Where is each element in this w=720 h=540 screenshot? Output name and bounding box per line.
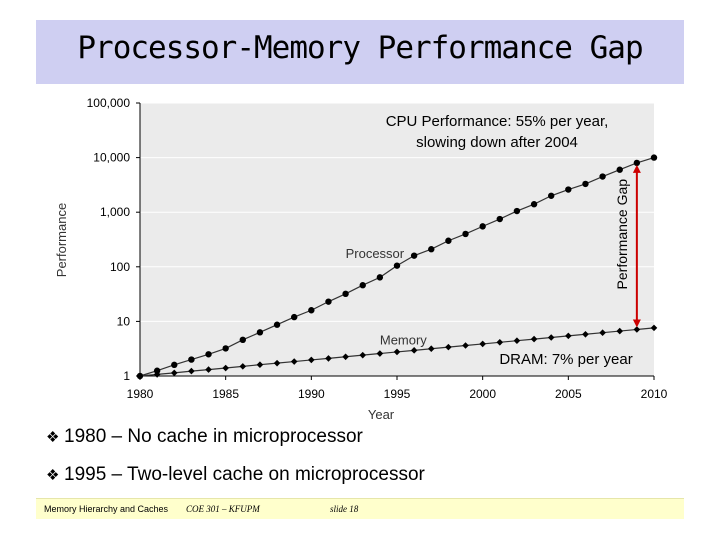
performance-gap-label: Performance Gap	[614, 179, 630, 290]
processor-data-point	[291, 313, 298, 321]
diamond-bullet-icon: ❖	[46, 429, 60, 446]
y-axis-label: Performance	[54, 203, 69, 277]
memory-data-point	[376, 350, 384, 357]
processor-data-point	[428, 246, 435, 253]
memory-data-point	[359, 351, 367, 359]
memory-data-point	[427, 345, 435, 353]
memory-data-point	[547, 334, 555, 341]
memory-data-point	[479, 340, 486, 348]
gap-arrow-down-head	[632, 319, 641, 328]
processor-data-point	[530, 201, 538, 208]
memory-data-point	[513, 337, 521, 345]
memory-data-point	[222, 364, 229, 372]
footer-left-text: Memory Hierarchy and Caches	[44, 504, 169, 514]
memory-data-point	[462, 342, 469, 349]
y-tick-label: 10,000	[93, 151, 130, 165]
memory-data-point	[410, 347, 418, 354]
processor-data-point	[188, 356, 195, 363]
processor-data-point	[308, 307, 315, 314]
footer-slide-number: slide 18	[330, 504, 359, 514]
x-tick-label: 1985	[212, 387, 239, 401]
memory-data-point	[565, 332, 572, 340]
memory-data-point	[325, 355, 332, 362]
memory-data-point	[530, 335, 538, 343]
gap-arrow-up-head	[632, 164, 641, 173]
plot-area	[140, 103, 654, 376]
processor-data-point	[462, 230, 469, 238]
processor-data-point	[650, 154, 658, 161]
processor-data-point	[205, 351, 212, 358]
processor-data-point	[359, 282, 366, 289]
processor-data-point	[633, 159, 641, 167]
memory-data-point	[342, 353, 349, 361]
bullet-item: ❖ 1995 – Two-level cache on microprocesso…	[46, 464, 425, 486]
bullet-text: 1995 – Two-level cache on microprocessor	[64, 464, 425, 485]
x-tick-label: 1980	[127, 387, 154, 401]
processor-data-point	[376, 274, 384, 281]
memory-data-point	[599, 329, 606, 336]
diamond-bullet-icon: ❖	[46, 467, 60, 484]
processor-data-point	[582, 180, 589, 188]
processor-data-point	[496, 215, 503, 223]
processor-data-point	[239, 336, 246, 344]
memory-series-label: Memory	[380, 332, 427, 347]
x-tick-label: 1990	[298, 387, 325, 401]
processor-data-point	[325, 298, 332, 305]
memory-data-point	[136, 372, 144, 380]
y-tick-label: 100	[110, 260, 130, 274]
memory-data-point	[239, 363, 247, 370]
processor-data-point	[599, 173, 606, 180]
x-tick-label: 2000	[469, 387, 496, 401]
processor-data-point	[273, 321, 281, 328]
y-tick-label: 100,000	[87, 96, 131, 110]
memory-data-point	[188, 367, 195, 375]
processor-data-point	[171, 361, 178, 369]
x-tick-label: 2010	[641, 387, 668, 401]
y-tick-label: 1,000	[100, 205, 130, 219]
dram-annotation: DRAM: 7% per year	[499, 351, 632, 368]
processor-data-point	[393, 262, 401, 269]
memory-data-point	[205, 366, 212, 373]
processor-data-point	[256, 329, 264, 336]
memory-data-point	[616, 327, 624, 335]
memory-data-point	[256, 361, 264, 369]
title-bar: Processor-Memory Performance Gap	[36, 20, 684, 84]
memory-data-point	[496, 339, 504, 346]
processor-data-point	[479, 223, 486, 230]
processor-data-point	[153, 367, 161, 374]
y-tick-label: 10	[117, 314, 131, 328]
x-tick-label: 1995	[384, 387, 411, 401]
cpu-annotation-line1: CPU Performance: 55% per year,	[386, 113, 609, 130]
bullet-text: 1980 – No cache in microprocessor	[64, 426, 363, 447]
memory-data-point	[633, 326, 641, 333]
y-tick-label: 1	[123, 369, 130, 383]
x-axis-label: Year	[368, 407, 395, 422]
cpu-annotation-line2: slowing down after 2004	[416, 134, 578, 151]
processor-data-point	[548, 192, 555, 199]
processor-series-label: Processor	[346, 246, 405, 261]
footer-course: COE 301 – KFUPM	[186, 504, 260, 514]
processor-data-point	[616, 166, 623, 173]
memory-data-point	[273, 359, 281, 367]
memory-data-point	[290, 358, 298, 365]
memory-data-point	[393, 348, 401, 356]
processor-data-point	[342, 290, 349, 298]
memory-data-point	[650, 324, 658, 332]
x-tick-label: 2005	[555, 387, 582, 401]
memory-data-point	[308, 356, 315, 364]
footer: Memory Hierarchy and Caches COE 301 – KF…	[36, 498, 684, 519]
processor-data-point	[410, 252, 418, 259]
memory-data-point	[445, 343, 452, 351]
slide-title: Processor-Memory Performance Gap	[77, 30, 643, 66]
processor-data-point	[513, 207, 521, 215]
memory-data-point	[153, 371, 161, 378]
processor-data-point	[445, 237, 452, 244]
memory-data-point	[582, 330, 589, 338]
bullet-item: ❖ 1980 – No cache in microprocessor	[46, 426, 363, 448]
processor-data-point	[222, 345, 229, 352]
processor-data-point	[565, 186, 572, 193]
memory-data-point	[170, 369, 178, 377]
